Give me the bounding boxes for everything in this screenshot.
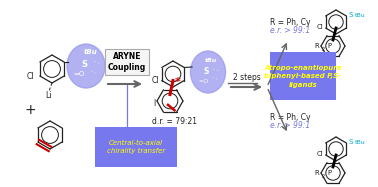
Text: tBu: tBu bbox=[355, 140, 365, 145]
Text: Cl: Cl bbox=[317, 151, 324, 157]
Text: S: S bbox=[203, 67, 209, 76]
Text: e.r. > 99:1: e.r. > 99:1 bbox=[270, 25, 310, 34]
Text: 2: 2 bbox=[322, 47, 325, 51]
Ellipse shape bbox=[67, 44, 105, 88]
Text: Li: Li bbox=[45, 91, 51, 99]
Text: I: I bbox=[153, 99, 155, 108]
Text: 2 steps: 2 steps bbox=[232, 73, 260, 82]
Text: S: S bbox=[349, 139, 353, 145]
FancyBboxPatch shape bbox=[95, 127, 177, 167]
Text: tBu: tBu bbox=[355, 13, 365, 18]
FancyBboxPatch shape bbox=[270, 52, 336, 100]
Text: ARYNE
Coupling: ARYNE Coupling bbox=[108, 52, 146, 72]
Text: Cl: Cl bbox=[317, 24, 324, 30]
Text: =O: =O bbox=[73, 71, 85, 77]
Text: R = Ph, Cy: R = Ph, Cy bbox=[270, 113, 310, 122]
Text: Cl: Cl bbox=[151, 76, 159, 85]
Text: R: R bbox=[314, 43, 319, 49]
Text: S: S bbox=[349, 12, 353, 18]
Text: Atropo-enantiopure
biphenyl-based P,S-
ligands: Atropo-enantiopure biphenyl-based P,S- l… bbox=[264, 65, 342, 88]
Text: tBu: tBu bbox=[205, 57, 217, 62]
Text: S: S bbox=[81, 59, 87, 68]
Text: e.r. > 99:1: e.r. > 99:1 bbox=[270, 120, 310, 130]
FancyBboxPatch shape bbox=[105, 49, 149, 75]
Text: P: P bbox=[327, 43, 331, 49]
Text: R: R bbox=[314, 170, 319, 176]
Text: *: * bbox=[175, 77, 181, 87]
Text: R = Ph, Cy: R = Ph, Cy bbox=[270, 18, 310, 27]
Text: +: + bbox=[24, 103, 36, 117]
Text: Cl: Cl bbox=[26, 71, 34, 80]
Ellipse shape bbox=[191, 51, 226, 93]
Text: P: P bbox=[327, 170, 331, 176]
Text: 2: 2 bbox=[322, 174, 325, 179]
Text: tBu: tBu bbox=[84, 49, 98, 55]
Text: Central-to-axial
chirality transfer: Central-to-axial chirality transfer bbox=[107, 140, 165, 154]
Text: =O: =O bbox=[198, 79, 208, 84]
Text: d.r. = 79:21: d.r. = 79:21 bbox=[152, 117, 197, 125]
